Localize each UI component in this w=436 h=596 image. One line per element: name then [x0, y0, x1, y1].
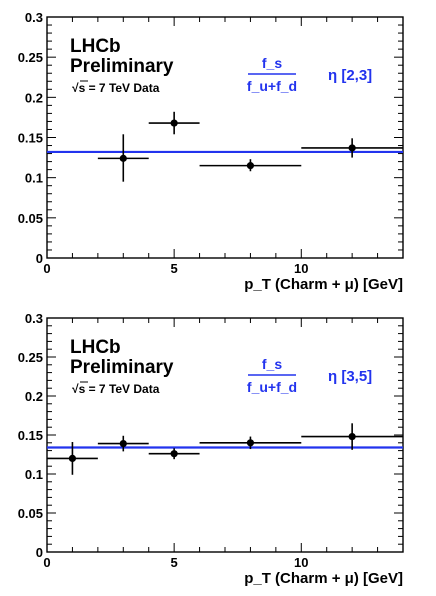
- data-marker: [348, 432, 356, 441]
- y-tick-label: 0.15: [18, 428, 43, 443]
- status-label: Preliminary: [70, 56, 174, 77]
- y-tick-label: 0: [36, 251, 43, 266]
- data-point: [148, 448, 200, 460]
- data-marker: [170, 450, 178, 458]
- x-tick-label: 0: [43, 555, 50, 570]
- eta-range-label: η [3,5]: [328, 368, 372, 385]
- ratio-denominator: f_u+f_d: [247, 379, 297, 395]
- ratio-numerator: f_s: [262, 356, 282, 372]
- data-point: [148, 111, 200, 135]
- ratio-numerator: f_s: [262, 55, 282, 71]
- ratio-denominator: f_u+f_d: [247, 78, 297, 94]
- y-tick-label: 0.2: [25, 389, 43, 404]
- experiment-label: LHCb: [70, 36, 121, 57]
- data-marker: [68, 454, 77, 462]
- x-tick-label: 0: [43, 261, 50, 276]
- y-tick-label: 0.3: [25, 10, 43, 25]
- data-marker: [348, 144, 356, 152]
- data-point: [97, 134, 149, 182]
- chart-panel-1: 0 5 10 0 0.05 0.1 0.15 0.2 0.25 0.3 LHCbPreliminar…: [18, 10, 404, 293]
- data-point: [301, 423, 403, 450]
- data-marker: [170, 119, 178, 127]
- y-tick-label: 0.3: [25, 311, 43, 326]
- energy-label: √s = 7 TeV Data: [72, 81, 160, 95]
- energy-label: √s = 7 TeV Data: [72, 382, 160, 396]
- y-tick-label: 0.05: [18, 211, 43, 226]
- x-axis-title: p_T (Charm + μ) [GeV]: [244, 276, 403, 293]
- y-tick-label: 0.05: [18, 506, 43, 521]
- chart-panel-2: 0 5 10 0 0.05 0.1 0.15 0.2 0.25 0.3 LHCbPreliminar…: [18, 311, 404, 587]
- data-marker: [119, 439, 127, 448]
- x-axis-title: p_T (Charm + μ) [GeV]: [244, 570, 403, 587]
- x-tick-label: 10: [294, 555, 308, 570]
- x-tick-label: 10: [294, 261, 308, 276]
- data-point: [199, 159, 302, 172]
- data-marker: [119, 154, 127, 162]
- data-point: [47, 442, 98, 475]
- y-tick-label: 0.1: [25, 171, 43, 186]
- experiment-label: LHCb: [70, 337, 121, 358]
- y-tick-label: 0.25: [18, 50, 43, 65]
- y-tick-label: 0.15: [18, 131, 43, 146]
- x-tick-label: 5: [171, 261, 178, 276]
- y-tick-label: 0.25: [18, 350, 43, 365]
- y-tick-label: 0.1: [25, 467, 43, 482]
- eta-range-label: η [2,3]: [328, 67, 372, 84]
- y-tick-label: 0: [36, 545, 43, 560]
- data-point: [199, 436, 302, 450]
- status-label: Preliminary: [70, 357, 174, 378]
- data-point: [97, 435, 149, 452]
- y-tick-label: 0.2: [25, 90, 43, 105]
- data-point: [301, 138, 403, 158]
- x-tick-label: 5: [171, 555, 178, 570]
- data-marker: [246, 162, 255, 170]
- data-marker: [246, 439, 255, 447]
